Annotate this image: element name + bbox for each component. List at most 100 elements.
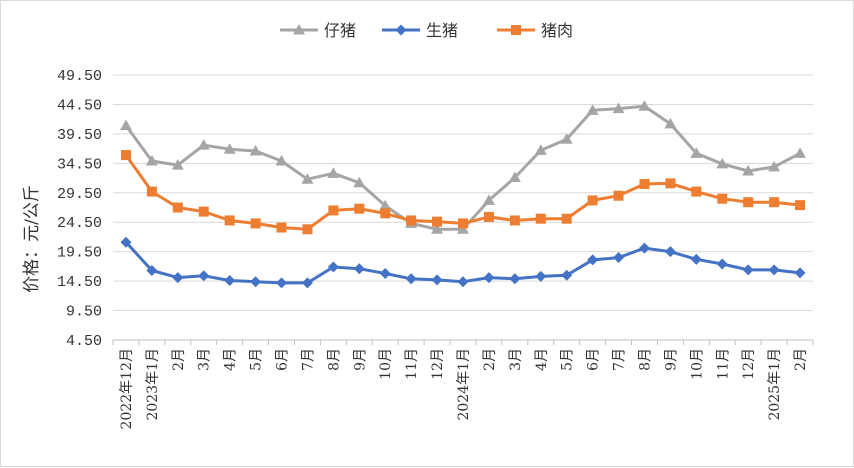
data-point — [301, 277, 313, 289]
series-lines — [119, 100, 807, 289]
x-tick-label: 6月 — [275, 348, 291, 371]
data-point — [612, 102, 625, 114]
data-point — [354, 203, 365, 214]
data-point — [457, 276, 469, 288]
x-tick-label: 8月 — [637, 348, 653, 371]
data-point — [379, 267, 391, 279]
data-point — [508, 171, 521, 182]
tick-labels: 4.50 9.50 14.50 19.50 24.50 29.50 34.50 39.50 44… — [57, 68, 809, 429]
data-point — [198, 206, 209, 217]
data-point — [172, 202, 183, 213]
x-tick-label: 12月 — [430, 348, 446, 380]
data-point — [691, 186, 702, 197]
data-point — [379, 199, 392, 211]
series-line — [124, 104, 801, 231]
y-tick-label: 39.50 — [57, 127, 102, 144]
data-point — [120, 236, 132, 248]
data-point — [509, 273, 521, 285]
data-point — [716, 157, 729, 169]
legend-label: 猪肉 — [541, 21, 573, 40]
y-tick-label: 4.50 — [66, 333, 102, 350]
data-point — [250, 276, 262, 288]
data-point — [534, 144, 547, 155]
data-point — [742, 164, 755, 176]
data-point — [353, 263, 365, 275]
legend-item: 猪肉 — [497, 21, 573, 40]
data-point — [509, 215, 520, 226]
data-point — [586, 104, 599, 115]
x-tick-label: 2月 — [171, 348, 187, 371]
data-point — [301, 173, 314, 184]
data-point — [327, 261, 339, 273]
data-point — [638, 242, 650, 254]
x-tick-label: 2025年1月 — [767, 348, 783, 421]
data-point — [717, 193, 728, 204]
y-tick-label: 14.50 — [57, 274, 102, 291]
x-tick-label: 5月 — [249, 348, 265, 371]
data-point — [146, 265, 158, 277]
data-point — [250, 218, 261, 229]
data-point — [613, 252, 625, 264]
data-point — [276, 222, 287, 233]
x-tick-label: 3月 — [197, 348, 213, 371]
data-point — [276, 277, 288, 289]
data-point — [664, 117, 677, 129]
data-point — [302, 224, 313, 235]
data-point — [769, 197, 780, 208]
data-point — [483, 211, 494, 222]
series-0 — [119, 100, 807, 234]
y-tick-label: 19.50 — [57, 245, 102, 262]
data-point — [794, 147, 807, 158]
y-tick-label: 49.50 — [57, 68, 102, 85]
data-point — [665, 178, 676, 189]
data-point — [171, 159, 184, 170]
data-point — [119, 119, 132, 131]
legend-label: 仔猪 — [324, 21, 356, 40]
data-point — [457, 223, 469, 234]
legend-label: 生猪 — [426, 21, 458, 40]
y-tick-label: 44.50 — [57, 97, 102, 114]
x-tick-label: 10月 — [689, 348, 705, 380]
data-point — [172, 272, 184, 284]
x-tick-label: 4月 — [223, 348, 239, 371]
y-tick-label: 29.50 — [57, 186, 102, 203]
data-point — [380, 208, 391, 219]
data-point — [768, 160, 781, 172]
legend-marker — [511, 25, 521, 35]
data-point — [690, 253, 702, 265]
data-point — [638, 100, 651, 111]
y-tick-label: 24.50 — [57, 215, 102, 232]
x-tick-label: 2022年12月 — [119, 348, 135, 429]
data-point — [716, 258, 728, 270]
data-point — [743, 197, 754, 208]
data-point — [249, 144, 262, 156]
x-tick-label: 5月 — [560, 348, 576, 371]
data-point — [432, 216, 443, 227]
x-tick-label: 11月 — [404, 348, 420, 380]
data-point — [768, 264, 780, 276]
data-point — [405, 273, 417, 285]
x-tick-label: 2024年1月 — [456, 348, 472, 421]
x-tick-label: 8月 — [326, 348, 342, 371]
x-tick-label: 4月 — [534, 348, 550, 371]
data-point — [613, 190, 624, 201]
data-point — [639, 178, 650, 189]
legend-item: 生猪 — [382, 21, 458, 40]
legend: 仔猪 生猪 猪肉 — [280, 21, 573, 40]
x-tick-label: 2月 — [793, 348, 809, 371]
x-tick-label: 9月 — [663, 348, 679, 371]
x-tick-label: 2023年1月 — [145, 348, 161, 421]
x-tick-label: 2月 — [482, 348, 498, 371]
y-tick-label: 9.50 — [66, 304, 102, 321]
data-point — [690, 147, 703, 158]
data-point — [223, 143, 236, 154]
x-tick-label: 7月 — [300, 348, 316, 371]
data-point — [328, 205, 339, 216]
legend-item: 仔猪 — [280, 21, 356, 40]
data-point — [224, 275, 236, 287]
x-tick-label: 10月 — [378, 348, 394, 380]
data-point — [406, 215, 417, 226]
x-tick-label: 12月 — [741, 348, 757, 380]
series-1 — [120, 236, 806, 289]
